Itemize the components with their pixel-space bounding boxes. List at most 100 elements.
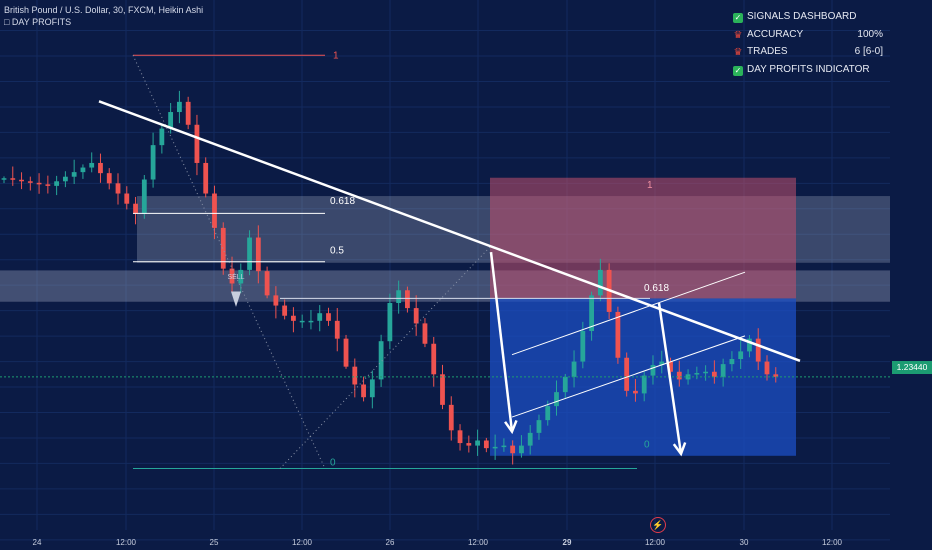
candle-body (291, 315, 296, 321)
fib-label-618: 0.618 (330, 196, 355, 207)
candle-body (694, 373, 700, 375)
down-arrow-1-head (504, 420, 518, 435)
x-tick-label: 12:00 (292, 538, 313, 547)
x-tick-label: 12:00 (468, 538, 489, 547)
x-tick-label: 12:00 (645, 538, 666, 547)
candle-body (387, 303, 393, 342)
indicator-row: ✓ DAY PROFITS INDICATOR (733, 61, 883, 79)
dashboard-title-row: ✓ SIGNALS DASHBOARD (733, 8, 883, 26)
candle-body (98, 162, 103, 174)
accuracy-value: 100% (857, 28, 883, 40)
x-tick-label: 24 (33, 538, 42, 547)
candle-body (457, 430, 463, 444)
candle-body (562, 376, 568, 393)
candle-body (773, 374, 779, 377)
signals-dashboard: ✓ SIGNALS DASHBOARD ♛ ACCURACY 100% ♛ TRADE… (733, 8, 883, 78)
candle-body (378, 341, 384, 380)
candle-body (229, 268, 235, 284)
x-tick-label: 26 (386, 538, 395, 547)
x-tick-label: 29 (563, 538, 572, 547)
candle-body (492, 446, 498, 449)
accuracy-label: ACCURACY (747, 28, 804, 40)
candle-body (247, 237, 252, 270)
candle-body (141, 179, 147, 214)
candle-body (676, 371, 682, 380)
candle-body (168, 112, 174, 129)
channel-lower-line (511, 335, 746, 418)
fib-label-right-1: 1 (647, 180, 653, 191)
candle-body (36, 182, 42, 185)
candle-body (54, 181, 60, 186)
candle-body (19, 179, 24, 182)
fib-label-0: 0 (330, 458, 336, 469)
candle-body (413, 308, 419, 324)
candle-body (273, 295, 279, 306)
candle-body (580, 331, 586, 362)
channel-upper-line (511, 271, 746, 356)
x-tick-label: 25 (210, 538, 219, 547)
accuracy-row: ♛ ACCURACY 100% (733, 26, 883, 44)
candle-body (45, 184, 51, 186)
candle-body (150, 145, 156, 180)
candle-body (326, 313, 331, 321)
candle-body (334, 320, 340, 339)
candle-body (747, 338, 752, 352)
candle-body (27, 181, 33, 183)
down-arrow-2-head (672, 442, 687, 457)
candle-body (361, 384, 366, 398)
stop-loss-zone[interactable] (490, 177, 796, 299)
candle-body (431, 343, 437, 375)
down-arrow-2 (657, 302, 683, 454)
candle-body (115, 183, 121, 194)
current-price-tag: 1.23440 (892, 361, 932, 374)
candle-body (738, 351, 744, 360)
candle-body (62, 176, 68, 182)
price-axis[interactable] (890, 0, 932, 550)
fib-trend-line-2 (279, 246, 491, 469)
candle-body (624, 357, 630, 391)
candle-body (71, 172, 77, 177)
indicator-title[interactable]: □ DAY PROFITS (4, 17, 72, 27)
candle-body (80, 167, 86, 173)
candle-body (238, 269, 244, 284)
candle-body (554, 392, 559, 407)
candle-body (1, 178, 7, 180)
candle-body (369, 379, 375, 398)
candle-body (308, 320, 314, 323)
trades-row: ♛ TRADES 6 [6-0] (733, 43, 883, 61)
fib-label-05: 0.5 (330, 246, 344, 257)
sell-marker-icon[interactable] (231, 291, 241, 307)
x-tick-label: 12:00 (822, 538, 843, 547)
dashboard-title: SIGNALS DASHBOARD (747, 11, 857, 22)
candle-body (615, 311, 621, 358)
candle-body (633, 390, 638, 394)
candle-body (475, 440, 480, 446)
indicator-label: DAY PROFITS INDICATOR (747, 63, 870, 75)
candle-body (89, 162, 95, 168)
descending-trendline (98, 100, 801, 362)
candle-body (448, 404, 454, 431)
fib-label-right-0: 0 (644, 440, 650, 451)
candle-body (641, 375, 647, 394)
candle-body (317, 313, 323, 321)
fib-label-1: 1 (333, 50, 339, 61)
symbol-title[interactable]: British Pound / U.S. Dollar, 30, FXCM, H… (4, 5, 204, 15)
candle-body (194, 124, 200, 163)
fib-label-right-618: 0.618 (644, 283, 669, 294)
candle-body (466, 443, 472, 446)
candle-body (185, 101, 191, 125)
trophy-icon: ♛ (733, 47, 743, 58)
check-icon: ✓ (733, 65, 743, 76)
candle-body (440, 374, 445, 405)
candle-body (764, 361, 770, 375)
candle-body (527, 432, 533, 446)
check-icon: ✓ (733, 13, 743, 23)
candle-body (422, 323, 428, 344)
candle-body (483, 440, 489, 449)
lightning-icon[interactable]: ⚡ (650, 517, 666, 533)
candle-body (720, 364, 726, 377)
candle-body (255, 237, 261, 272)
sell-label: SELL (227, 274, 244, 281)
candle-body (729, 359, 735, 365)
